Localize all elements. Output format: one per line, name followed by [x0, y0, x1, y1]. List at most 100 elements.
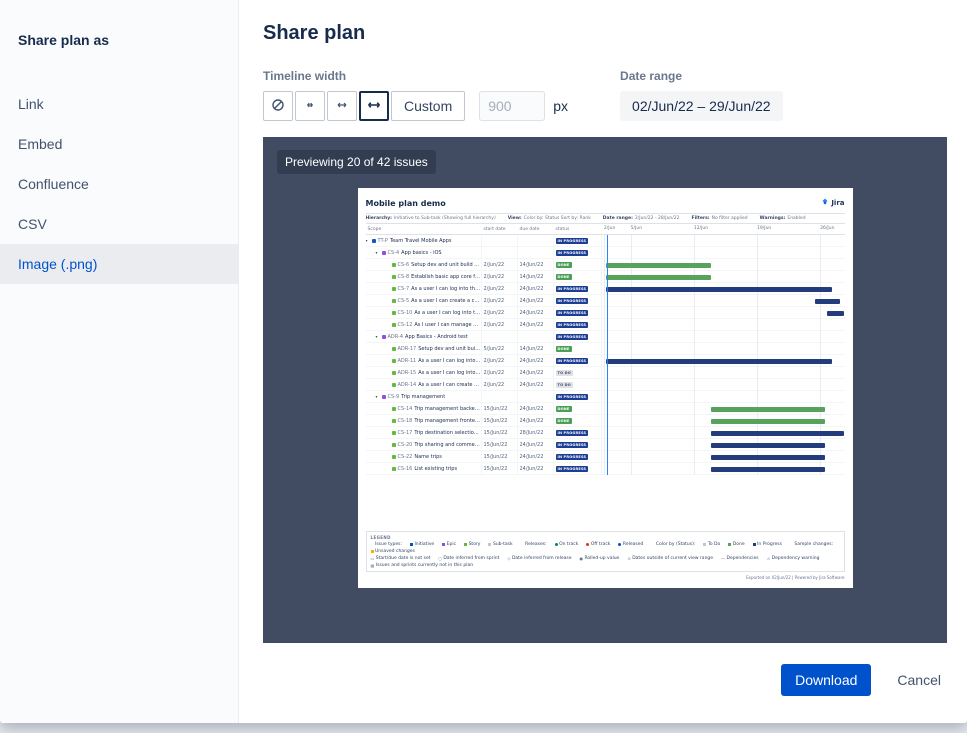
issue-key: TT-P — [377, 237, 388, 244]
issue-title: As a user I can create a custom user... — [418, 381, 480, 388]
issue-type-icon — [391, 442, 396, 447]
legend-swatch — [703, 543, 707, 546]
legend-note-icon: ▦ — [370, 563, 375, 568]
issue-start-date: 2/Jun/22 — [482, 319, 518, 330]
legend-note: ◇ Date inferred from release — [507, 556, 571, 561]
timeline-width-medium-button[interactable] — [327, 91, 357, 121]
issue-type-icon — [391, 262, 396, 267]
preview-count-badge: Previewing 20 of 42 issues — [277, 150, 436, 174]
gantt-bar — [606, 286, 833, 292]
issue-due-date: 24/Jun/22 — [518, 367, 554, 378]
timeline-tick-label: 26/Jun — [820, 226, 835, 231]
plan-preview-image: Mobile plan demo Jira Hierarchy: Initiati… — [357, 188, 853, 588]
issue-type-icon — [391, 274, 396, 279]
legend-note-icon: ◻ — [438, 556, 442, 561]
gantt-bar — [710, 406, 826, 412]
legend-item: Story — [464, 542, 480, 547]
date-range-button[interactable]: 02/Jun/22 – 29/Jun/22 — [620, 91, 783, 121]
legend-item-label: On track — [559, 542, 579, 547]
plan-row: ▾ CS-4 App basics - iOS IN PROGRESS — [365, 247, 845, 259]
legend-swatch — [371, 543, 374, 546]
timeline-tick-label: 19/Jun — [757, 226, 772, 231]
plan-row: CS-22 Name trips 15/Jun/22 24/Jun/22 IN … — [365, 451, 845, 463]
sidebar-title: Share plan as — [18, 32, 110, 48]
legend-item-label: Initiative — [414, 542, 435, 547]
legend-swatch — [752, 543, 756, 546]
custom-width-input[interactable] — [479, 91, 546, 121]
footer-actions: Download Cancel — [263, 664, 947, 696]
legend-swatch — [618, 543, 622, 546]
sidebar-item[interactable]: Image (.png) — [0, 244, 238, 284]
legend-swatch — [442, 543, 446, 546]
legend-swatch — [554, 543, 558, 546]
legend-swatch — [586, 543, 590, 546]
issue-key: ADR-11 — [397, 357, 417, 364]
timeline-width-none-button[interactable] — [263, 91, 293, 121]
plan-title: Mobile plan demo — [365, 198, 446, 208]
plan-row: CS-16 List existing trips 15/Jun/22 24/J… — [365, 463, 845, 475]
sidebar-item-label: Image (.png) — [18, 256, 98, 272]
status-column-header: status — [555, 226, 570, 232]
issue-start-date: 2/Jun/22 — [482, 307, 518, 318]
legend-item: Epic — [442, 542, 456, 547]
legend-note-icon: ● — [579, 556, 583, 561]
date-range-field: Date range 02/Jun/22 – 29/Jun/22 — [620, 69, 783, 121]
sidebar-item[interactable]: Link — [0, 84, 238, 124]
legend-item-label: Issue types: — [375, 542, 402, 547]
legend-item-label: Off track — [590, 542, 611, 547]
chevron-down-icon: ▾ — [375, 334, 378, 339]
plan-meta-item: Hierarchy: Initiative to Sub-task (Showin… — [365, 216, 496, 221]
issue-due-date: 14/Jun/22 — [518, 259, 554, 270]
issue-title: Establish basic app core framework — [411, 273, 481, 280]
start-date-column-header: start date — [483, 226, 506, 232]
issue-start-date: 2/Jun/22 — [482, 259, 518, 270]
plan-rows-list: ▾ TT-P Team Travel Mobile Apps IN PROGRE… — [365, 235, 845, 475]
timeline-width-small-button[interactable] — [295, 91, 325, 121]
issue-title: Trip sharing and commenting — [414, 441, 481, 448]
timeline-gridline — [630, 235, 632, 475]
timeline-gridline — [693, 235, 695, 475]
timeline-width-field: Timeline width — [263, 69, 568, 121]
legend-item: Sub-task — [488, 542, 513, 547]
status-badge: IN PROGRESS — [555, 333, 589, 340]
timeline-width-large-button[interactable] — [359, 91, 389, 121]
legend-title: LEGEND — [370, 535, 391, 540]
timeline-tick-label: 5/Jun — [630, 226, 643, 231]
issue-type-icon — [381, 334, 386, 339]
share-plan-main: Share plan Timeline width — [239, 0, 967, 723]
scope-column-header: Scope — [367, 226, 382, 232]
sidebar-item[interactable]: CSV — [0, 204, 238, 244]
sidebar-item[interactable]: Embed — [0, 124, 238, 164]
plan-row: ▾ ADR-4 App Basics - Android test IN PRO… — [365, 331, 845, 343]
cancel-button[interactable]: Cancel — [891, 671, 947, 689]
gantt-bar — [710, 442, 826, 448]
sidebar-item[interactable]: Confluence — [0, 164, 238, 204]
issue-key: CS-6 — [397, 261, 410, 268]
arrow-horizontal-medium-icon — [335, 98, 349, 115]
issue-start-date — [482, 391, 518, 402]
status-badge: TO DO — [555, 369, 573, 376]
legend-swatch — [488, 543, 492, 546]
sidebar-item-label: Confluence — [18, 176, 89, 192]
chevron-down-icon: ▾ — [375, 394, 378, 399]
issue-type-icon — [391, 418, 396, 423]
issue-title: As a user I can log into the system vi..… — [414, 309, 480, 316]
issue-type-icon — [391, 382, 396, 387]
download-button[interactable]: Download — [781, 664, 872, 696]
issue-type-icon — [381, 250, 386, 255]
timeline-tick-label: 2/Jun — [603, 226, 616, 231]
jira-mark-icon — [821, 198, 829, 208]
legend-note-label: Issues and sprints currently not in this… — [375, 563, 474, 568]
legend-item: Released — [618, 542, 643, 547]
issue-start-date: 15/Jun/22 — [482, 415, 518, 426]
issue-key: CS-8 — [397, 273, 410, 280]
timeline-width-custom-button[interactable]: Custom — [391, 91, 466, 121]
issue-start-date — [482, 235, 518, 246]
issue-due-date: 28/Jun/22 — [518, 427, 554, 438]
timeline-tick-label: 12/Jun — [693, 226, 709, 231]
plan-row: CS-5 As a user I can create a custom use… — [365, 295, 845, 307]
legend-item-label: Story — [468, 542, 481, 547]
issue-due-date: 24/Jun/22 — [518, 283, 554, 294]
issue-start-date — [482, 247, 518, 258]
issue-start-date — [482, 331, 518, 342]
